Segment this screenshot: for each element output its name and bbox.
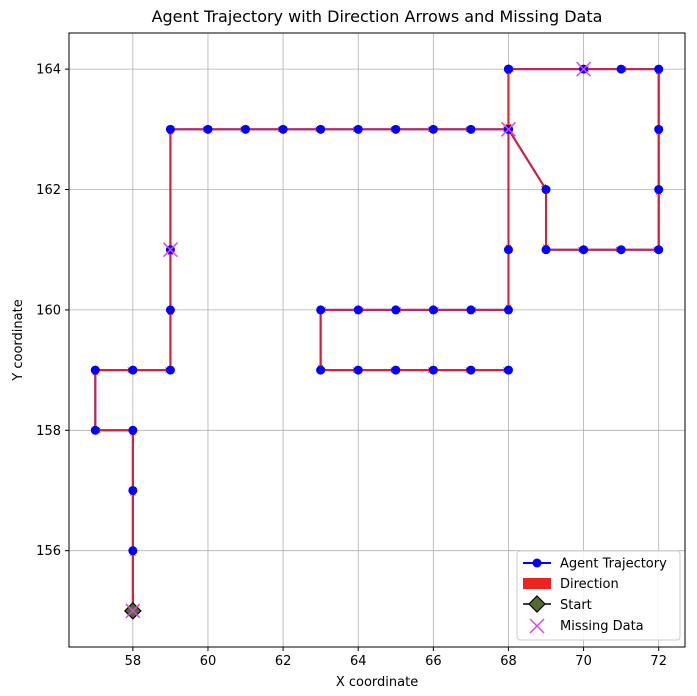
trajectory-point	[428, 365, 438, 375]
trajectory-points	[90, 64, 664, 616]
trajectory-point	[165, 124, 175, 134]
legend-missing-label: Missing Data	[560, 619, 644, 634]
y-tick-label: 160	[36, 303, 61, 318]
legend-start-label: Start	[560, 598, 592, 613]
trajectory-point	[90, 425, 100, 435]
x-tick-label: 64	[350, 654, 367, 669]
trajectory-point	[165, 365, 175, 375]
trajectory-point	[503, 305, 513, 315]
trajectory-point	[316, 365, 326, 375]
trajectory-point	[316, 305, 326, 315]
trajectory-point	[353, 365, 363, 375]
trajectory-point	[466, 365, 476, 375]
trajectory-point	[278, 124, 288, 134]
y-tick-label: 164	[36, 63, 61, 78]
x-tick-label: 66	[425, 654, 442, 669]
trajectory-point	[353, 124, 363, 134]
trajectory-point	[428, 124, 438, 134]
legend-trajectory-label: Agent Trajectory	[560, 557, 667, 572]
trajectory-point	[165, 305, 175, 315]
trajectory-point	[128, 365, 138, 375]
legend-missing-marker	[529, 618, 545, 634]
plot-frame	[68, 32, 686, 648]
y-tick-label: 162	[36, 183, 61, 198]
trajectory-point	[353, 305, 363, 315]
legend-direction-label: Direction	[560, 577, 619, 592]
special-markers	[124, 61, 592, 620]
x-tick-label: 62	[275, 654, 292, 669]
direction-arrow	[507, 128, 547, 191]
trajectory-point	[241, 124, 251, 134]
missing-data-marker	[162, 242, 178, 258]
trajectory-point	[541, 245, 551, 255]
direction-arrows	[92, 66, 662, 611]
legend: Agent Trajectory Direction Missing Data …	[516, 550, 681, 641]
y-tick-label: 158	[36, 424, 61, 439]
trajectory-point	[654, 124, 664, 134]
missing-data-marker	[125, 603, 141, 619]
trajectory-point	[391, 305, 401, 315]
legend-start-marker	[528, 595, 546, 613]
x-tick-label: 70	[575, 654, 592, 669]
y-axis-label: Y coordinate	[11, 299, 26, 381]
trajectory-point	[541, 185, 551, 195]
x-tick-label: 68	[500, 654, 517, 669]
trajectory-point	[428, 305, 438, 315]
trajectory-point	[391, 365, 401, 375]
trajectory-point	[316, 124, 326, 134]
axis-ticks: 58 60 62 64 66 68 70 72 156 158 160 162 164	[36, 63, 667, 669]
trajectory-point	[503, 245, 513, 255]
x-tick-label: 58	[125, 654, 142, 669]
y-tick-label: 156	[36, 544, 61, 559]
trajectory-point	[579, 245, 589, 255]
x-axis-label: X coordinate	[336, 675, 418, 690]
trajectory-point	[616, 64, 626, 74]
legend-direction-swatch	[523, 578, 551, 589]
x-tick-label: 72	[650, 654, 667, 669]
legend-box	[516, 550, 681, 641]
missing-data-marker	[576, 61, 592, 77]
trajectory-point	[654, 245, 664, 255]
plot-area	[69, 33, 685, 647]
trajectory-point	[466, 124, 476, 134]
trajectory-point	[503, 365, 513, 375]
trajectory-point	[503, 64, 513, 74]
trajectory-point	[654, 64, 664, 74]
x-tick-label: 60	[200, 654, 217, 669]
legend-trajectory-marker	[532, 558, 542, 568]
trajectory-point	[654, 185, 664, 195]
trajectory-point	[128, 485, 138, 495]
missing-data-marker	[500, 121, 516, 137]
trajectory-point	[128, 546, 138, 556]
trajectory-point	[391, 124, 401, 134]
chart-title: Agent Trajectory with Direction Arrows a…	[152, 7, 603, 26]
trajectory-point	[128, 425, 138, 435]
trajectory-point	[466, 305, 476, 315]
trajectory-point	[90, 365, 100, 375]
trajectory-point	[203, 124, 213, 134]
trajectory-point	[616, 245, 626, 255]
